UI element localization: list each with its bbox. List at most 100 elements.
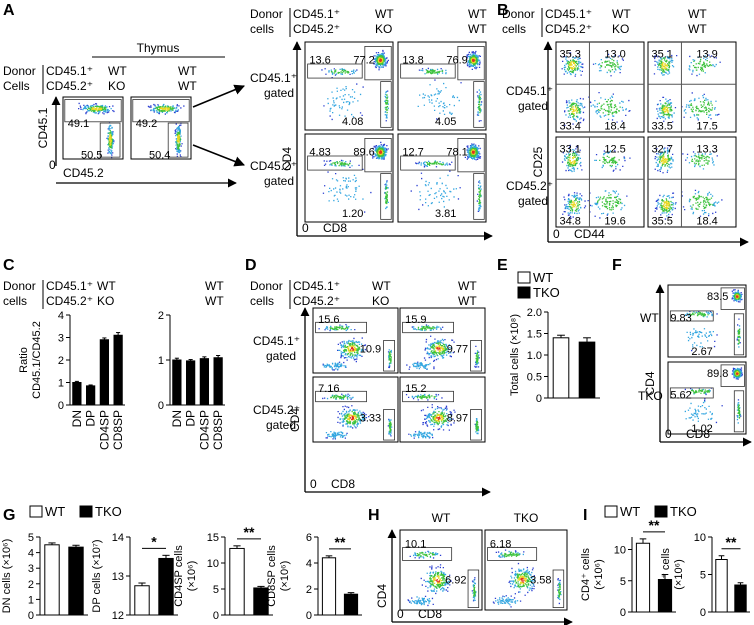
y-tick-label: 0: [536, 393, 542, 405]
dots: [377, 57, 384, 64]
bar: [321, 557, 337, 616]
significance: **: [649, 517, 660, 533]
gate-percent: 3.81: [435, 208, 456, 220]
dots: [405, 393, 476, 439]
gate-percent: 13.8: [402, 55, 423, 67]
header-row: CD45.2⁺: [46, 79, 93, 93]
gate: [733, 390, 745, 433]
gate: [402, 321, 454, 334]
gate-percent: 15.2: [405, 383, 426, 395]
axis-origin: 0: [310, 477, 317, 491]
gate: [720, 364, 745, 387]
dots: [82, 104, 114, 155]
header-text: cells: [502, 22, 526, 36]
dots: [329, 326, 392, 364]
gate-label: CD45.2⁺: [506, 179, 553, 193]
gate: [167, 122, 189, 158]
dots: [736, 372, 739, 375]
axis-origin: 0: [49, 158, 56, 172]
header-genotype: WT: [612, 7, 631, 21]
y-axis-label: CD4⁺ cells: [580, 548, 592, 601]
gate-percent: 4.05: [435, 116, 456, 128]
panel-label: F: [612, 257, 622, 274]
gate-label: gated: [264, 86, 294, 100]
panel-label: A: [3, 2, 15, 19]
header-text: Donor: [3, 64, 36, 78]
gate: [473, 173, 485, 220]
arrow: [192, 84, 245, 108]
legend-label: WT: [620, 504, 640, 519]
gate-percent: 1.20: [342, 208, 363, 220]
dots: [327, 53, 389, 119]
y-tick-label: 5: [620, 576, 626, 588]
y-tick-label: 1.5: [527, 329, 542, 341]
bar: [113, 334, 123, 406]
header-row: CD45.2⁺: [293, 22, 340, 36]
dots: [91, 107, 112, 146]
y-tick-label: 1: [158, 355, 164, 367]
gate-percent: 19.6: [604, 216, 625, 228]
y-tick-label: 10: [694, 532, 706, 544]
gate-label: gated: [518, 194, 548, 208]
gate: [467, 569, 480, 608]
axis-label: CD4: [375, 584, 389, 608]
gate: [669, 310, 714, 322]
y-tick-label: 0: [58, 400, 64, 412]
y-tick-label: 6: [306, 532, 312, 544]
gate: [383, 409, 395, 441]
dots: [435, 579, 440, 583]
header-row: CD45.2⁺: [545, 22, 592, 36]
gate: [307, 155, 363, 171]
header-genotype: KO: [612, 22, 629, 36]
dots: [150, 103, 182, 154]
header-text: Donor: [502, 7, 535, 21]
dots: [495, 550, 562, 606]
dots: [426, 55, 481, 114]
dots: [155, 105, 181, 150]
category-label: DN: [70, 410, 84, 427]
category-label: DN: [170, 410, 184, 427]
axis-label: CD8: [323, 221, 347, 235]
gate-percent: 33.4: [560, 121, 581, 133]
gate-percent: 77.2: [353, 55, 374, 67]
dots: [735, 295, 739, 298]
gate: [720, 287, 745, 310]
gate: [487, 547, 538, 561]
header-genotype: WT: [458, 279, 477, 293]
y-tick-label: 10: [207, 558, 219, 570]
axis-label: CD45.1: [36, 107, 50, 148]
y-tick-label: 15: [207, 532, 219, 544]
axis-origin: 0: [397, 607, 404, 621]
axis-label: CD8: [686, 427, 710, 441]
panel-label: B: [497, 2, 509, 19]
gate-percent: 12.5: [604, 144, 625, 156]
significance: **: [244, 524, 255, 540]
gate-percent: 49.2: [136, 118, 157, 130]
dots: [471, 150, 475, 154]
y-tick-label: 4: [28, 548, 34, 560]
gate-percent: 5.62: [670, 389, 691, 401]
column-label: WT: [432, 511, 451, 525]
y-axis-label: DP cells (×10⁷): [91, 539, 103, 612]
dots: [410, 393, 480, 439]
y-tick-label: 13: [112, 571, 124, 583]
gate-percent: 89.8: [707, 368, 728, 380]
gate-percent: 83.5: [707, 291, 728, 303]
dots: [658, 152, 714, 213]
gate-percent: 35.3: [560, 49, 581, 61]
gate-percent: 4.83: [309, 147, 330, 159]
y-axis-label: CD4SP cells: [173, 545, 185, 607]
dots: [660, 155, 670, 210]
dots: [470, 57, 476, 64]
row-label: WT: [640, 311, 659, 325]
y-tick-label: 0: [28, 610, 34, 622]
dots: [568, 61, 578, 115]
y-tick-label: 1.0: [527, 350, 542, 362]
y-axis-label: CD45.1/CD45.2: [31, 321, 43, 399]
dots: [566, 58, 621, 118]
gate-percent: 32.7: [652, 144, 673, 156]
gate-percent: 33.5: [652, 121, 673, 133]
gate: [383, 340, 395, 372]
gate-percent: 3.58: [530, 575, 551, 587]
